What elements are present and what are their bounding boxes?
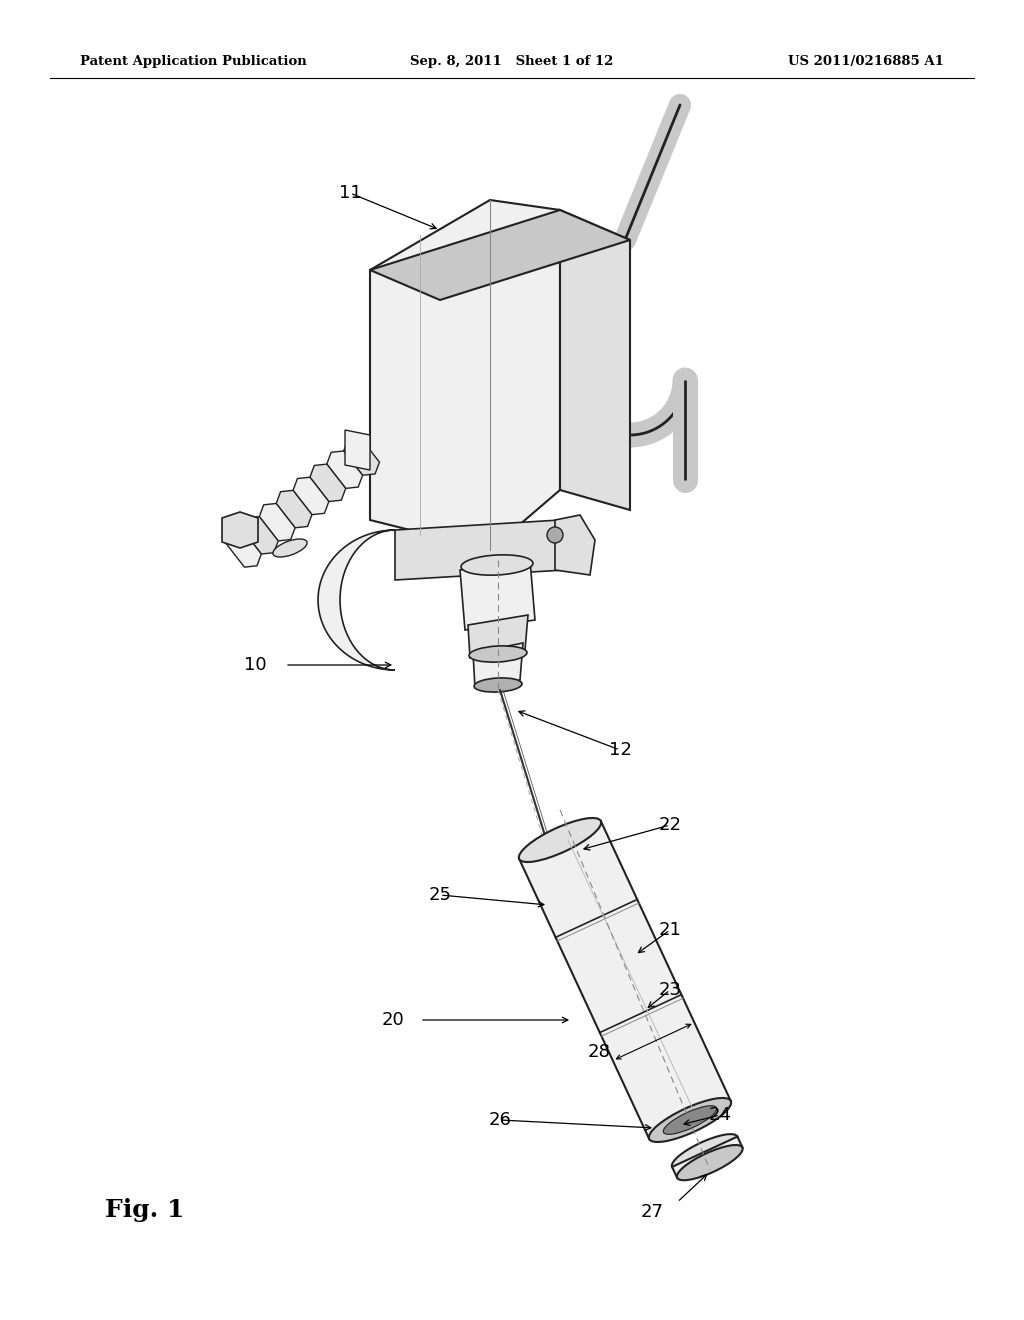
Text: Fig. 1: Fig. 1 <box>105 1199 184 1222</box>
Ellipse shape <box>474 678 522 692</box>
Ellipse shape <box>519 818 601 862</box>
Polygon shape <box>468 615 528 657</box>
Polygon shape <box>318 531 395 671</box>
Polygon shape <box>222 512 258 548</box>
Text: 11: 11 <box>339 183 361 202</box>
Ellipse shape <box>664 1106 717 1134</box>
Polygon shape <box>370 201 560 550</box>
Polygon shape <box>310 465 346 502</box>
Polygon shape <box>672 1137 742 1177</box>
Text: Sep. 8, 2011   Sheet 1 of 12: Sep. 8, 2011 Sheet 1 of 12 <box>411 55 613 69</box>
Polygon shape <box>344 438 380 475</box>
Text: 26: 26 <box>488 1111 511 1129</box>
Polygon shape <box>259 503 295 541</box>
Text: Patent Application Publication: Patent Application Publication <box>80 55 307 69</box>
Ellipse shape <box>461 554 532 576</box>
Polygon shape <box>243 516 279 554</box>
Polygon shape <box>395 520 565 579</box>
Polygon shape <box>293 478 329 515</box>
Text: 21: 21 <box>658 921 681 939</box>
Text: US 2011/0216885 A1: US 2011/0216885 A1 <box>788 55 944 69</box>
Polygon shape <box>555 515 595 576</box>
Ellipse shape <box>547 527 563 543</box>
Polygon shape <box>460 560 535 630</box>
Text: 25: 25 <box>428 886 452 904</box>
Polygon shape <box>345 430 370 470</box>
Text: 22: 22 <box>658 816 682 834</box>
Text: 24: 24 <box>709 1106 731 1125</box>
Text: 27: 27 <box>641 1204 664 1221</box>
Ellipse shape <box>273 539 307 557</box>
Ellipse shape <box>672 1134 737 1170</box>
Polygon shape <box>327 451 362 488</box>
Polygon shape <box>370 210 630 300</box>
Polygon shape <box>473 643 523 688</box>
Polygon shape <box>519 821 731 1139</box>
Text: 23: 23 <box>658 981 682 999</box>
Ellipse shape <box>469 645 527 663</box>
Polygon shape <box>276 490 312 528</box>
Text: 20: 20 <box>382 1011 404 1030</box>
Ellipse shape <box>677 1144 742 1180</box>
Ellipse shape <box>649 1098 731 1142</box>
Polygon shape <box>225 529 261 568</box>
Text: 12: 12 <box>608 741 632 759</box>
Polygon shape <box>560 210 630 510</box>
Text: 10: 10 <box>244 656 266 675</box>
Text: 28: 28 <box>587 1043 610 1060</box>
